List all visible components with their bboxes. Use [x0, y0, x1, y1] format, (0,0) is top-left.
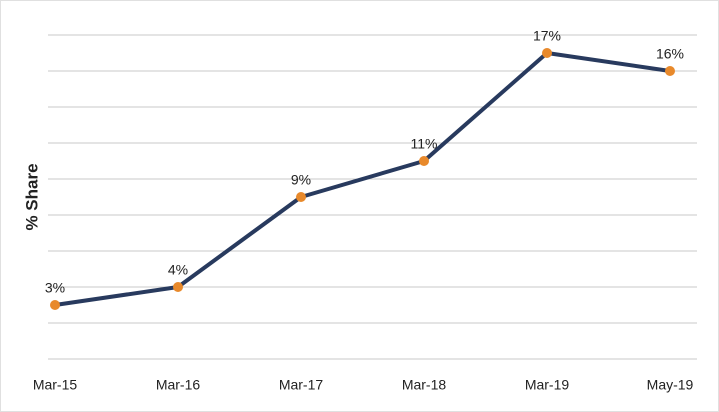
x-tick-label: Mar-17: [279, 377, 324, 393]
data-label: 16%: [656, 46, 684, 62]
point: [173, 282, 183, 292]
data-label: 3%: [45, 280, 65, 296]
y-axis-label: % Share: [22, 163, 41, 230]
x-tick-label: Mar-16: [156, 377, 201, 393]
line: [54, 51, 671, 307]
x-tick-label: Mar-15: [33, 377, 78, 393]
data-label: 4%: [168, 262, 188, 278]
x-tick-label: May-19: [647, 377, 694, 393]
x-tick-label: Mar-18: [402, 377, 447, 393]
x-tick-label: Mar-19: [525, 377, 570, 393]
data-label: 9%: [291, 172, 311, 188]
point: [50, 300, 60, 310]
data-label: 11%: [411, 136, 438, 152]
point: [542, 48, 552, 58]
point: [296, 192, 306, 202]
point: [419, 156, 429, 166]
data-label: 17%: [533, 28, 561, 44]
point: [665, 66, 675, 76]
